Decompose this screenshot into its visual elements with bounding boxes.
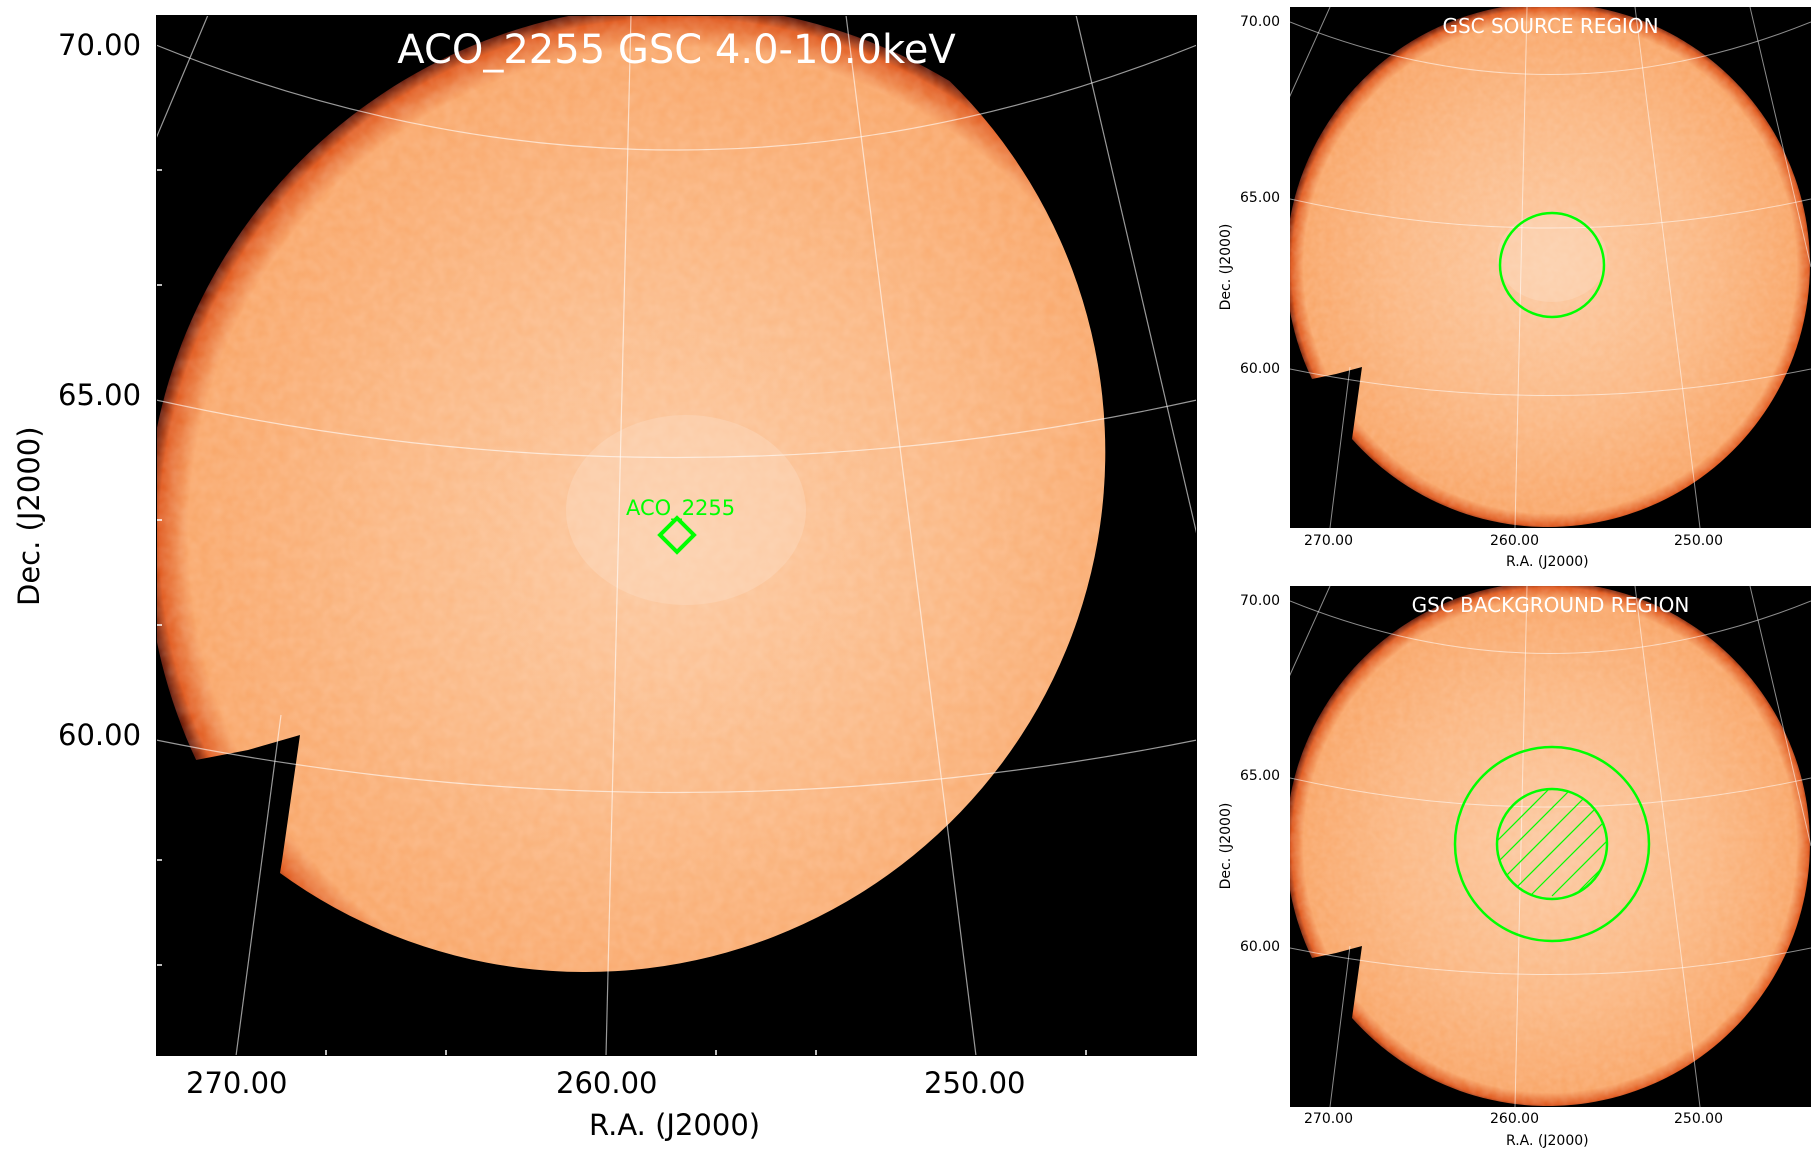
main-xtick-250: 250.00 xyxy=(924,1066,1026,1100)
source-coordinate-grid xyxy=(1290,7,1811,528)
source-label: ACO_2255 xyxy=(626,496,736,520)
background-outer-circle xyxy=(1453,745,1651,943)
main-map-disk xyxy=(156,15,1106,973)
background-panel-title: GSC BACKGROUND REGION xyxy=(1411,593,1690,617)
source-ytick-65: 65.00 xyxy=(1240,190,1281,206)
source-ytick-70: 70.00 xyxy=(1240,14,1281,30)
background-inner-circle xyxy=(1495,787,1609,901)
main-ytick-60: 60.00 xyxy=(58,718,142,752)
main-title: ACO_2255 GSC 4.0-10.0keV xyxy=(397,27,956,73)
background-coordinate-grid xyxy=(1290,586,1811,1107)
main-xtick-260: 260.00 xyxy=(556,1066,658,1100)
main-frame xyxy=(156,15,1197,1056)
main-xlabel: R.A. (J2000) xyxy=(589,1108,761,1142)
source-xtick-260: 260.00 xyxy=(1490,533,1539,549)
source-ytick-60: 60.00 xyxy=(1240,361,1281,377)
main-sky-map: ACO_2255 GSC 4.0-10.0keV ACO_2255 xyxy=(156,15,1197,1056)
source-region-map: GSC SOURCE REGION xyxy=(1290,7,1811,528)
background-xtick-270: 270.00 xyxy=(1304,1111,1353,1127)
background-xtick-260: 260.00 xyxy=(1490,1111,1539,1127)
main-xtick-270: 270.00 xyxy=(186,1066,288,1100)
background-ylabel: Dec. (J2000) xyxy=(1218,802,1234,890)
main-ytick-70: 70.00 xyxy=(58,28,142,62)
source-xtick-270: 270.00 xyxy=(1304,533,1353,549)
source-panel-title: GSC SOURCE REGION xyxy=(1442,14,1659,38)
background-ytick-70: 70.00 xyxy=(1240,593,1281,609)
main-ytick-65: 65.00 xyxy=(58,378,142,412)
background-xlabel: R.A. (J2000) xyxy=(1506,1133,1589,1149)
main-ylabel: Dec. (J2000) xyxy=(12,426,46,606)
source-diamond-marker xyxy=(657,515,697,555)
main-coordinate-grid xyxy=(156,15,1197,1056)
source-region-circle xyxy=(1498,211,1606,319)
background-region-map: GSC BACKGROUND REGION xyxy=(1290,586,1811,1107)
background-ytick-65: 65.00 xyxy=(1240,768,1281,784)
background-xtick-250: 250.00 xyxy=(1674,1111,1723,1127)
source-xlabel: R.A. (J2000) xyxy=(1506,554,1589,570)
background-ytick-60: 60.00 xyxy=(1240,939,1281,955)
source-ylabel: Dec. (J2000) xyxy=(1218,223,1234,311)
source-xtick-250: 250.00 xyxy=(1674,533,1723,549)
